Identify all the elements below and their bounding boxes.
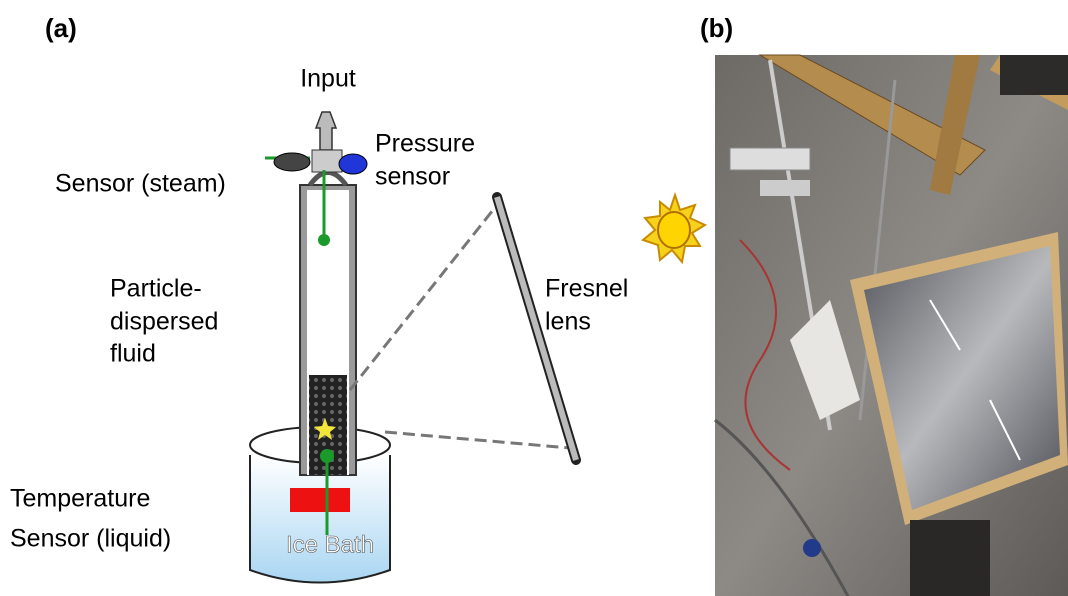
tube-top <box>310 173 346 186</box>
holder <box>290 488 350 512</box>
fluid-label: dispersed <box>110 308 218 336</box>
temperature-label: Sensor (liquid) <box>10 525 171 553</box>
fluid-label: fluid <box>110 340 156 368</box>
fluid-label: Particle- <box>110 275 202 303</box>
temperature-label: Temperature <box>10 485 150 513</box>
pressure-sensor <box>339 154 367 174</box>
input-nozzle <box>316 112 336 150</box>
panel-a: (a) Input Ice Bath Pressure senso <box>10 13 705 583</box>
figure: (a) Input Ice Bath Pressure senso <box>0 0 1068 596</box>
light-ray <box>350 205 497 390</box>
sun <box>643 195 705 262</box>
light-ray <box>385 432 570 448</box>
input-label: Input <box>300 65 356 93</box>
fitting <box>312 150 342 172</box>
fresnel-label: lens <box>545 308 591 336</box>
steam-sensor-label: Sensor (steam) <box>55 170 226 198</box>
pressure-label: sensor <box>375 163 450 191</box>
temp-probe-tip <box>320 449 334 463</box>
pressure-label: Pressure <box>375 130 475 158</box>
panel-label: (b) <box>700 13 733 43</box>
steam-sensor <box>274 153 310 171</box>
fresnel-label: Fresnel <box>545 275 628 303</box>
panel-label: (a) <box>45 13 77 43</box>
panel-b: (b) <box>700 13 1068 596</box>
ice-bath-label: Ice Bath <box>286 531 374 558</box>
probe-tip <box>318 234 330 246</box>
